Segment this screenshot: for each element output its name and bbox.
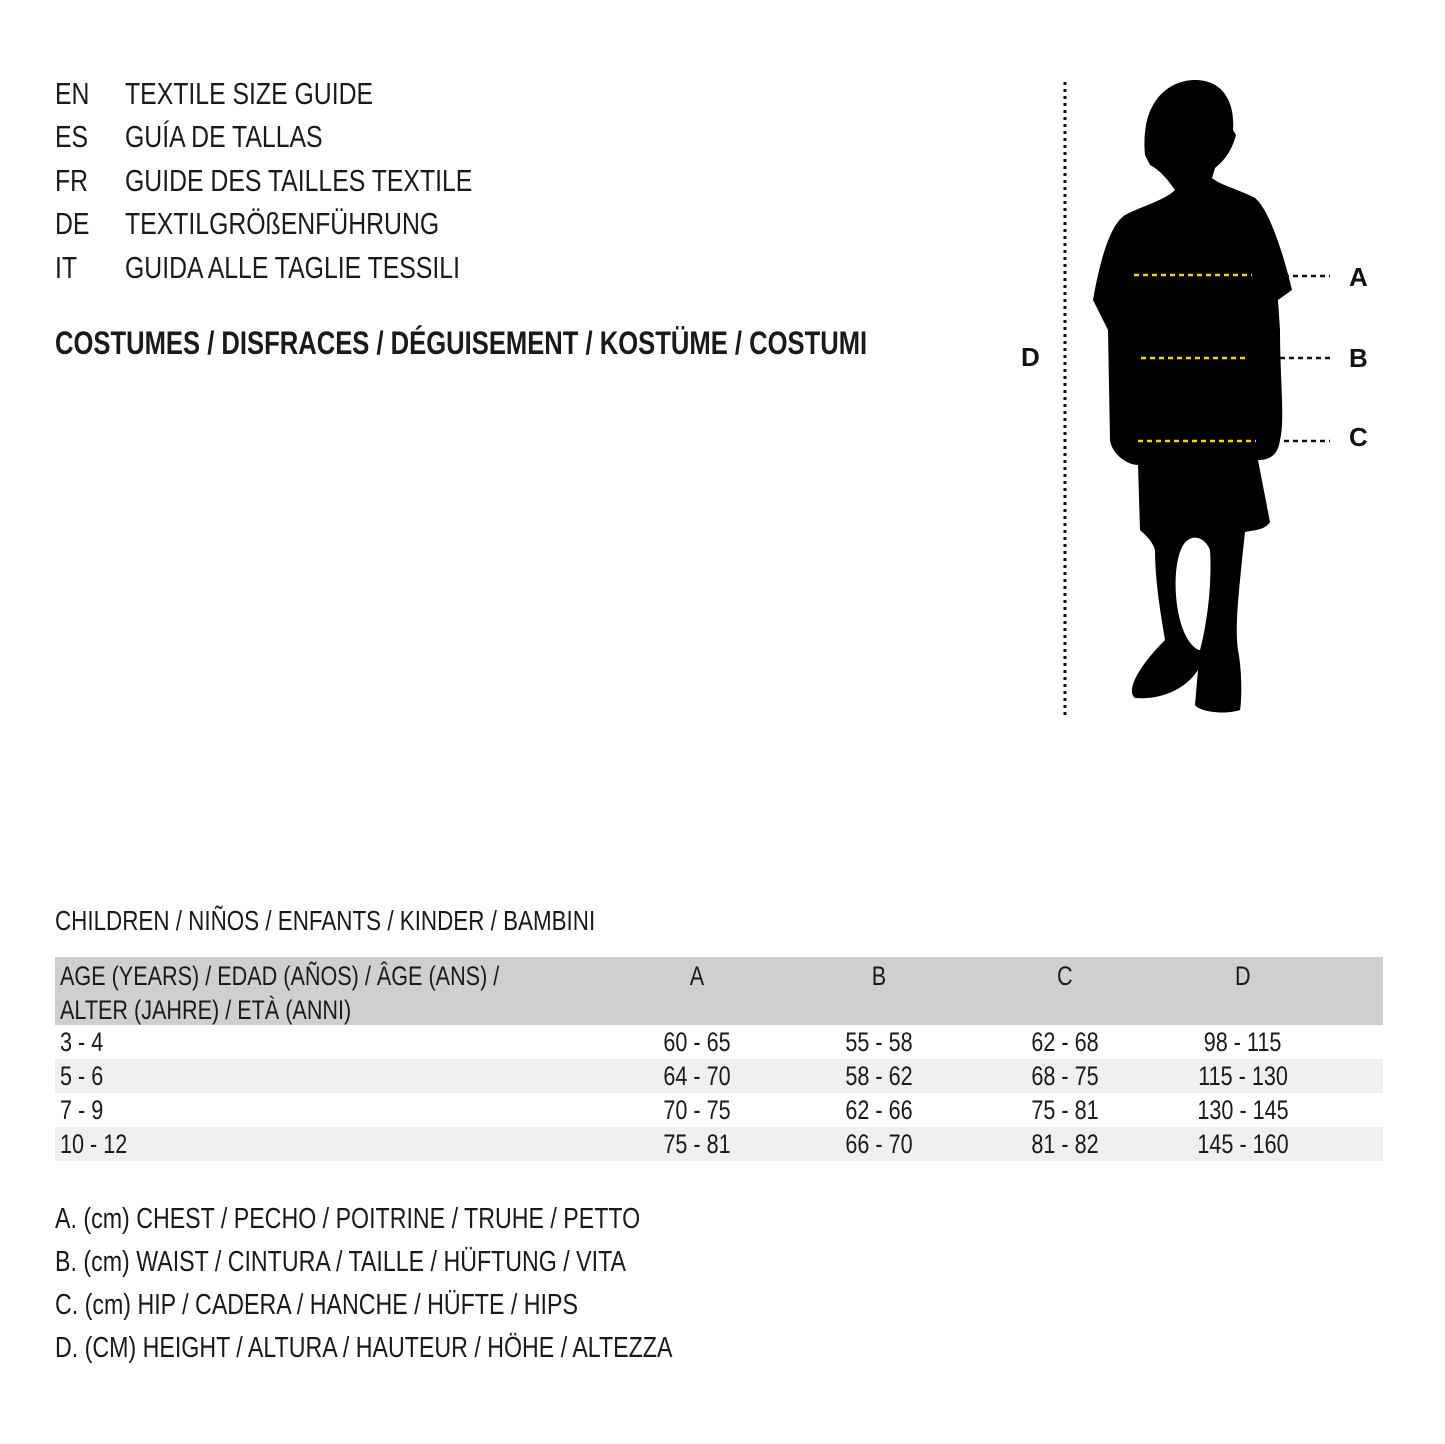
lang-title: GUÍA DE TALLAS	[125, 119, 323, 154]
category-heading: COSTUMES / DISFRACES / DÉGUISEMENT / KOS…	[55, 325, 868, 361]
measure-cell-a: 64 - 70	[663, 1061, 731, 1091]
legend-b: B. (cm) WAIST / CINTURA / TAILLE / HÜFTU…	[55, 1246, 627, 1278]
table-row: 10 - 12 75 - 81 66 - 70 81 - 82 145 - 160	[55, 1127, 1383, 1161]
size-table: AGE (YEARS) / EDAD (AÑOS) / ÂGE (ANS) / …	[55, 957, 1383, 1161]
age-header: AGE (YEARS) / EDAD (AÑOS) / ÂGE (ANS) / …	[60, 961, 500, 1025]
age-cell: 10 - 12	[60, 1129, 128, 1159]
legend-d: D. (CM) HEIGHT / ALTURA / HAUTEUR / HÖHE…	[55, 1332, 673, 1364]
measure-lines	[1134, 273, 1330, 443]
lang-code: EN	[55, 76, 90, 111]
measure-cell-c: 75 - 81	[1031, 1095, 1099, 1125]
legend-a: A. (cm) CHEST / PECHO / POITRINE / TRUHE…	[55, 1203, 641, 1235]
lang-code: FR	[55, 163, 89, 198]
label-d: D	[1021, 342, 1040, 372]
age-cell: 7 - 9	[60, 1095, 104, 1125]
measure-cell-c: 68 - 75	[1031, 1061, 1099, 1091]
measure-cell-d: 130 - 145	[1197, 1095, 1289, 1125]
child-silhouette-icon	[1093, 80, 1292, 713]
leg-gap	[1175, 537, 1211, 650]
measure-cell-a: 70 - 75	[663, 1095, 731, 1125]
measure-cell-b: 55 - 58	[845, 1027, 913, 1057]
lang-code: ES	[55, 119, 89, 154]
measure-cell-a: 75 - 81	[663, 1129, 731, 1159]
age-cell: 3 - 4	[60, 1027, 104, 1057]
lang-code: DE	[55, 206, 90, 241]
legend-c: C. (cm) HIP / CADERA / HANCHE / HÜFTE / …	[55, 1289, 578, 1321]
label-b: B	[1349, 343, 1368, 373]
table-row: 5 - 6 64 - 70 58 - 62 68 - 75 115 - 130	[55, 1059, 1383, 1093]
measure-cell-d: 145 - 160	[1197, 1129, 1289, 1159]
column-header-a: A	[689, 961, 705, 991]
column-header-d: D	[1235, 961, 1251, 991]
age-cell: 5 - 6	[60, 1061, 104, 1091]
table-header: AGE (YEARS) / EDAD (AÑOS) / ÂGE (ANS) / …	[55, 957, 1383, 1025]
measure-cell-d: 98 - 115	[1204, 1027, 1282, 1057]
table-row: 3 - 4 60 - 65 55 - 58 62 - 68 98 - 115	[55, 1025, 1383, 1059]
measure-cell-b: 62 - 66	[845, 1095, 913, 1125]
child-silhouette-figure: A B C D	[1021, 80, 1368, 715]
measure-cell-b: 58 - 62	[845, 1061, 913, 1091]
label-c: C	[1349, 422, 1368, 452]
label-a: A	[1349, 262, 1368, 292]
table-title: CHILDREN / NIÑOS / ENFANTS / KINDER / BA…	[55, 905, 596, 936]
lang-title: TEXTILGRÖßENFÜHRUNG	[125, 206, 440, 241]
measure-cell-a: 60 - 65	[663, 1027, 731, 1057]
lang-title: TEXTILE SIZE GUIDE	[125, 76, 374, 111]
measure-cell-b: 66 - 70	[845, 1129, 913, 1159]
lang-code: IT	[55, 250, 78, 285]
measure-cell-c: 81 - 82	[1031, 1129, 1099, 1159]
lang-title: GUIDE DES TAILLES TEXTILE	[125, 163, 473, 198]
measure-cell-c: 62 - 68	[1031, 1027, 1099, 1057]
column-header-b: B	[871, 961, 887, 991]
column-header-c: C	[1057, 961, 1073, 991]
measure-cell-d: 115 - 130	[1198, 1061, 1288, 1091]
lang-title: GUIDA ALLE TAGLIE TESSILI	[125, 250, 460, 285]
table-row: 7 - 9 70 - 75 62 - 66 75 - 81 130 - 145	[55, 1093, 1383, 1127]
